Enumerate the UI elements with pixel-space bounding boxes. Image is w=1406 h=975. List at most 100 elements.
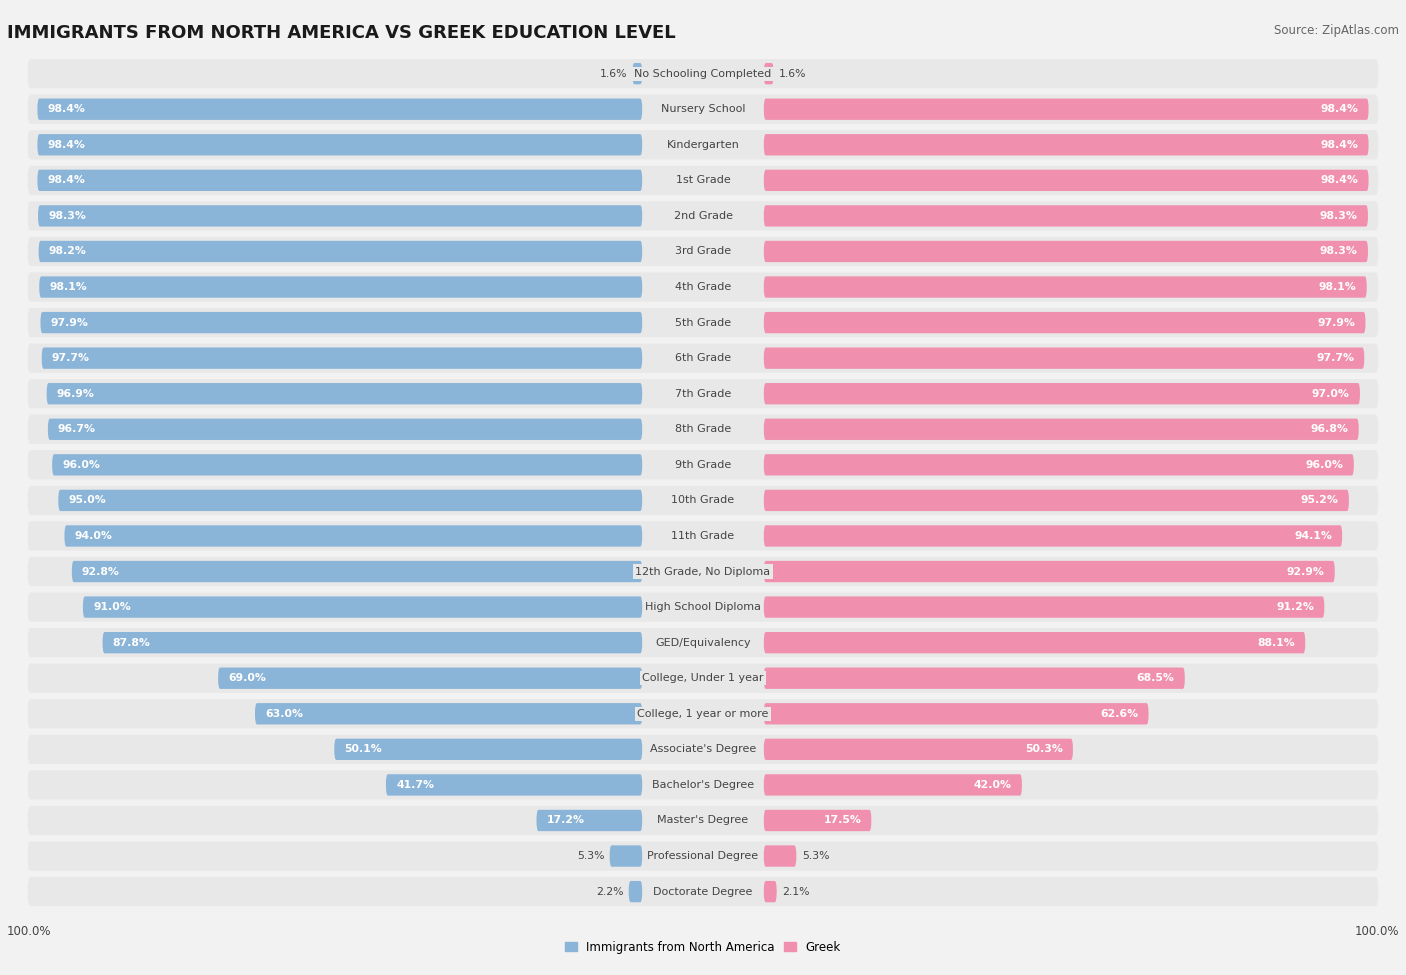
FancyBboxPatch shape [28,272,1378,301]
FancyBboxPatch shape [633,63,643,84]
FancyBboxPatch shape [763,454,1354,476]
Text: Kindergarten: Kindergarten [666,139,740,150]
FancyBboxPatch shape [763,347,1364,369]
FancyBboxPatch shape [103,632,643,653]
FancyBboxPatch shape [763,526,1343,547]
FancyBboxPatch shape [763,63,773,84]
Text: 1.6%: 1.6% [779,68,807,79]
Text: 97.7%: 97.7% [1316,353,1354,363]
FancyBboxPatch shape [28,95,1378,124]
Text: 96.0%: 96.0% [62,460,100,470]
Text: College, Under 1 year: College, Under 1 year [643,673,763,683]
FancyBboxPatch shape [628,881,643,902]
FancyBboxPatch shape [763,632,1305,653]
Text: 5.3%: 5.3% [801,851,830,861]
FancyBboxPatch shape [763,170,1368,191]
FancyBboxPatch shape [28,628,1378,657]
Text: 3rd Grade: 3rd Grade [675,247,731,256]
Text: 97.7%: 97.7% [52,353,90,363]
Text: 96.0%: 96.0% [1306,460,1344,470]
Text: Bachelor's Degree: Bachelor's Degree [652,780,754,790]
Text: Associate's Degree: Associate's Degree [650,744,756,755]
Text: 98.2%: 98.2% [49,247,87,256]
FancyBboxPatch shape [39,276,643,297]
FancyBboxPatch shape [763,241,1368,262]
Text: 2.1%: 2.1% [782,886,810,897]
FancyBboxPatch shape [537,810,643,831]
Text: 95.2%: 95.2% [1301,495,1339,505]
FancyBboxPatch shape [763,276,1367,297]
Text: 5th Grade: 5th Grade [675,318,731,328]
Text: 94.1%: 94.1% [1294,531,1331,541]
FancyBboxPatch shape [763,561,1334,582]
Text: College, 1 year or more: College, 1 year or more [637,709,769,719]
Text: 10th Grade: 10th Grade [672,495,734,505]
Text: 63.0%: 63.0% [266,709,304,719]
Text: 2.2%: 2.2% [596,886,623,897]
Text: 1st Grade: 1st Grade [676,176,730,185]
Text: 2nd Grade: 2nd Grade [673,211,733,221]
Text: 98.4%: 98.4% [1320,139,1358,150]
Text: 98.4%: 98.4% [1320,104,1358,114]
Text: 69.0%: 69.0% [228,673,266,683]
Text: 97.0%: 97.0% [1312,389,1350,399]
Text: 91.0%: 91.0% [93,603,131,612]
FancyBboxPatch shape [28,770,1378,799]
FancyBboxPatch shape [763,135,1368,155]
Text: 17.5%: 17.5% [824,815,862,826]
Text: Doctorate Degree: Doctorate Degree [654,886,752,897]
Text: 94.0%: 94.0% [75,531,112,541]
Text: 97.9%: 97.9% [1317,318,1355,328]
Text: 50.3%: 50.3% [1025,744,1063,755]
Text: 96.8%: 96.8% [1310,424,1348,434]
FancyBboxPatch shape [28,414,1378,444]
FancyBboxPatch shape [28,166,1378,195]
FancyBboxPatch shape [763,810,872,831]
FancyBboxPatch shape [38,205,643,226]
FancyBboxPatch shape [38,170,643,191]
FancyBboxPatch shape [763,739,1073,760]
FancyBboxPatch shape [763,418,1358,440]
FancyBboxPatch shape [763,845,796,867]
Text: 98.4%: 98.4% [48,176,86,185]
Text: 96.7%: 96.7% [58,424,96,434]
FancyBboxPatch shape [38,98,643,120]
Text: Master's Degree: Master's Degree [658,815,748,826]
Text: 1.6%: 1.6% [599,68,627,79]
FancyBboxPatch shape [28,735,1378,764]
Text: 98.3%: 98.3% [48,211,86,221]
FancyBboxPatch shape [28,486,1378,515]
Text: High School Diploma: High School Diploma [645,603,761,612]
FancyBboxPatch shape [41,312,643,333]
FancyBboxPatch shape [46,383,643,405]
FancyBboxPatch shape [72,561,643,582]
FancyBboxPatch shape [28,308,1378,337]
FancyBboxPatch shape [385,774,643,796]
Text: 92.8%: 92.8% [82,566,120,576]
Text: 98.3%: 98.3% [1320,211,1358,221]
Text: 17.2%: 17.2% [547,815,585,826]
FancyBboxPatch shape [28,664,1378,693]
Text: 100.0%: 100.0% [1354,925,1399,938]
Text: 100.0%: 100.0% [7,925,52,938]
FancyBboxPatch shape [28,878,1378,906]
Text: 68.5%: 68.5% [1137,673,1174,683]
FancyBboxPatch shape [48,418,643,440]
FancyBboxPatch shape [335,739,643,760]
FancyBboxPatch shape [763,98,1368,120]
FancyBboxPatch shape [763,205,1368,226]
FancyBboxPatch shape [38,241,643,262]
Text: 42.0%: 42.0% [974,780,1012,790]
Text: No Schooling Completed: No Schooling Completed [634,68,772,79]
Text: 4th Grade: 4th Grade [675,282,731,292]
Text: 62.6%: 62.6% [1101,709,1139,719]
Text: 98.4%: 98.4% [1320,176,1358,185]
FancyBboxPatch shape [28,841,1378,871]
Text: 7th Grade: 7th Grade [675,389,731,399]
FancyBboxPatch shape [28,522,1378,551]
FancyBboxPatch shape [763,703,1149,724]
Text: Source: ZipAtlas.com: Source: ZipAtlas.com [1274,24,1399,37]
Text: 98.1%: 98.1% [49,282,87,292]
Text: 92.9%: 92.9% [1286,566,1324,576]
FancyBboxPatch shape [28,237,1378,266]
